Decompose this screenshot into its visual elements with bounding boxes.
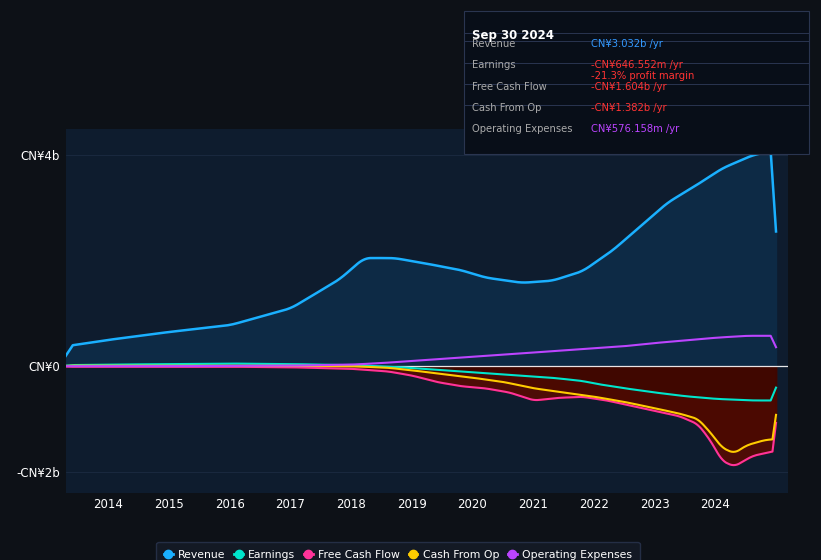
Text: -CN¥1.382b /yr: -CN¥1.382b /yr xyxy=(591,103,667,113)
Text: -CN¥1.604b /yr: -CN¥1.604b /yr xyxy=(591,82,667,92)
Text: Revenue: Revenue xyxy=(472,39,516,49)
Text: Operating Expenses: Operating Expenses xyxy=(472,124,572,134)
Text: Free Cash Flow: Free Cash Flow xyxy=(472,82,547,92)
Text: -21.3% profit margin: -21.3% profit margin xyxy=(591,71,695,81)
Text: Sep 30 2024: Sep 30 2024 xyxy=(472,29,554,42)
Legend: Revenue, Earnings, Free Cash Flow, Cash From Op, Operating Expenses: Revenue, Earnings, Free Cash Flow, Cash … xyxy=(156,542,640,560)
Text: -CN¥646.552m /yr: -CN¥646.552m /yr xyxy=(591,60,683,71)
Text: CN¥3.032b /yr: CN¥3.032b /yr xyxy=(591,39,663,49)
Text: Earnings: Earnings xyxy=(472,60,516,71)
Text: CN¥576.158m /yr: CN¥576.158m /yr xyxy=(591,124,679,134)
Text: Cash From Op: Cash From Op xyxy=(472,103,542,113)
